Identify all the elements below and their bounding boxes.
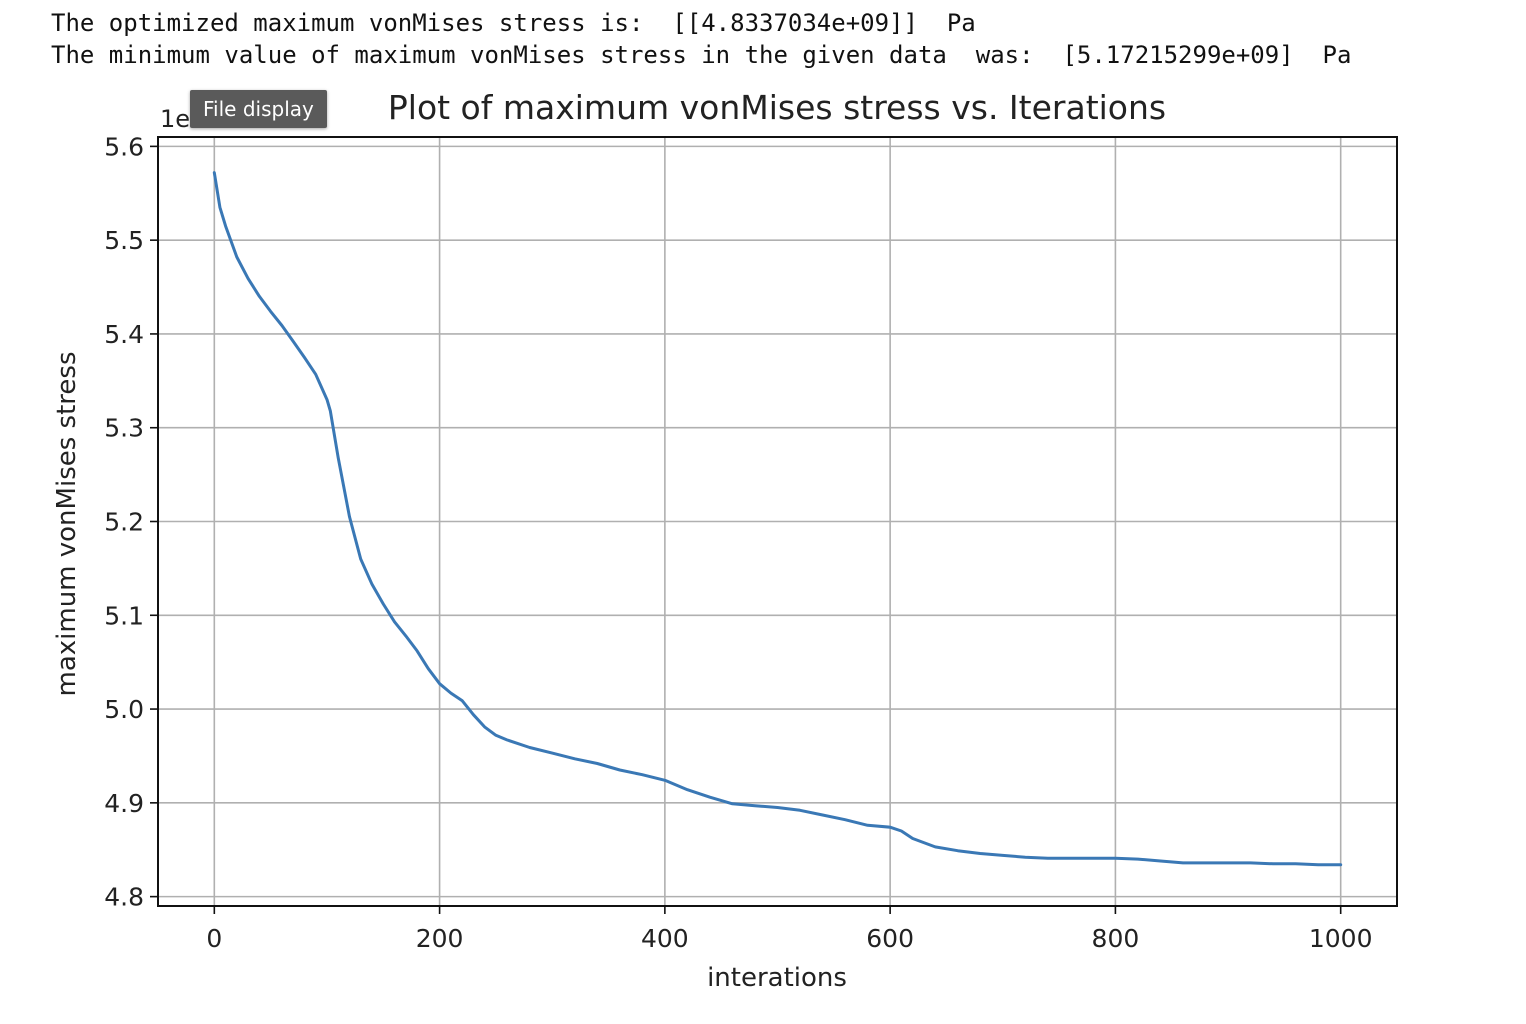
y-tick-label: 4.8 — [104, 883, 144, 912]
x-axis-label: interations — [707, 963, 847, 993]
x-tick-label: 400 — [641, 924, 689, 953]
x-tick-label: 200 — [416, 924, 464, 953]
x-tick-label: 0 — [206, 924, 222, 953]
y-tick-label: 5.6 — [104, 132, 144, 161]
x-tick-label: 600 — [866, 924, 914, 953]
x-tick-label: 1000 — [1309, 924, 1373, 953]
y-tick-label: 5.0 — [104, 695, 144, 724]
y-tick-label: 4.9 — [104, 789, 144, 818]
axes: 0 200 400 600 800 1000 4.8 4.9 5.0 5.1 5.2 5.3 5.4 5.… — [104, 132, 1372, 953]
file-display-tooltip: File display — [190, 90, 327, 128]
y-tick-label: 5.1 — [104, 601, 144, 630]
y-tick-label: 5.2 — [104, 508, 144, 537]
y-tick-label: 5.3 — [104, 414, 144, 443]
optimized-stress-output: The optimized maximum vonMises stress is… — [51, 9, 976, 37]
grid-lines — [158, 137, 1397, 906]
x-tick-label: 800 — [1092, 924, 1140, 953]
y-tick-label: 5.5 — [104, 226, 144, 255]
series-line-max-vonmises-stress — [212, 171, 1343, 867]
y-axis-label: maximum vonMises stress — [52, 352, 82, 697]
minimum-stress-output: The minimum value of maximum vonMises st… — [51, 41, 1352, 69]
chart-title: Plot of maximum vonMises stress vs. Iter… — [388, 88, 1166, 127]
y-tick-label: 5.4 — [104, 320, 144, 349]
